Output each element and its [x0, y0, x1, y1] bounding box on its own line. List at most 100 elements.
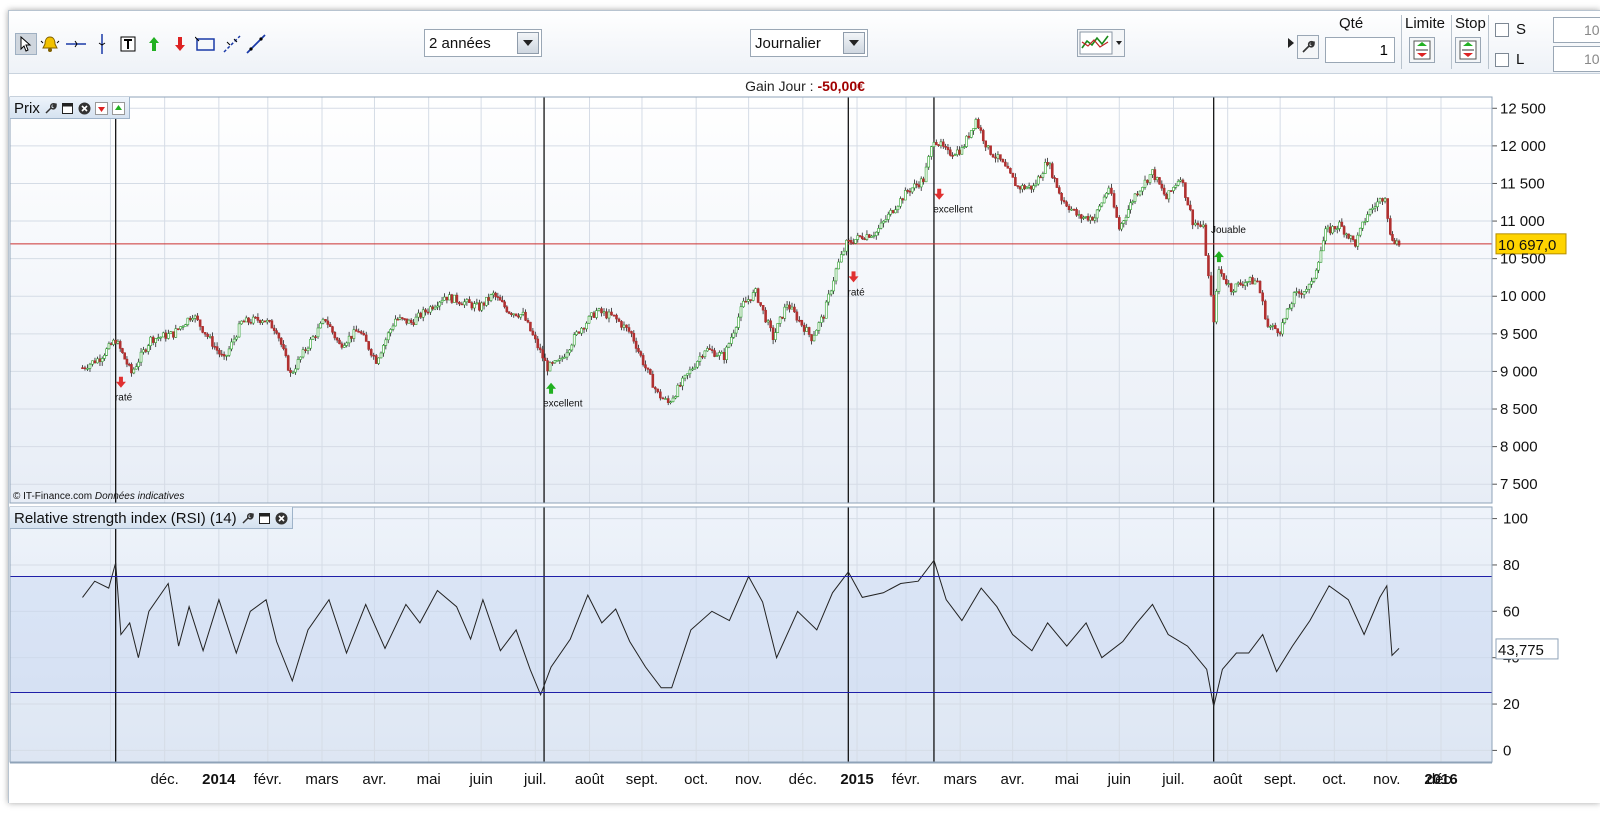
- candle-body: [908, 190, 912, 193]
- pointer-tool-icon[interactable]: [15, 33, 37, 55]
- chart-type-button[interactable]: [1077, 29, 1125, 57]
- l-checkbox[interactable]: [1495, 53, 1509, 67]
- text-tool-icon[interactable]: [117, 33, 139, 55]
- candle-body: [1129, 202, 1132, 210]
- x-tick-label: juin: [1107, 771, 1131, 788]
- candle-body: [1215, 291, 1218, 323]
- rectangle-tool-icon[interactable]: [195, 33, 217, 55]
- chart-canvas[interactable]: 10 697,0 raté excellent raté excellent Jouab…: [9, 11, 1600, 804]
- candle-body: [979, 127, 983, 131]
- candle-body: [1366, 214, 1369, 222]
- candle-body: [592, 312, 596, 318]
- candle-body: [630, 331, 633, 334]
- candle-body: [1084, 216, 1088, 218]
- candle-body: [1317, 261, 1320, 271]
- chevron-down-icon[interactable]: [843, 32, 865, 54]
- candle-body: [1105, 192, 1108, 198]
- close-icon[interactable]: [78, 102, 91, 115]
- s-checkbox[interactable]: [1495, 23, 1509, 37]
- candle-body: [766, 320, 770, 323]
- candle-body: [1297, 291, 1301, 294]
- candle-body: [1386, 198, 1389, 219]
- candle-body: [314, 336, 317, 338]
- move-down-icon[interactable]: [94, 102, 108, 115]
- candle-body: [681, 377, 684, 387]
- candle-body: [882, 220, 885, 224]
- candle-body: [802, 324, 806, 332]
- vertical-line-icon[interactable]: [91, 33, 113, 55]
- buy-arrow-icon[interactable]: [143, 33, 165, 55]
- candle-body: [1358, 227, 1362, 236]
- candle-body: [597, 308, 601, 311]
- move-up-icon[interactable]: [111, 102, 125, 115]
- candle-body: [795, 311, 799, 321]
- candle-body: [703, 350, 707, 358]
- l-value-input[interactable]: 10: [1553, 46, 1600, 72]
- candle-body: [169, 331, 173, 334]
- candle-body: [536, 338, 540, 349]
- candle-body: [424, 309, 427, 313]
- stop-order-icon: [1459, 40, 1477, 60]
- candle-body: [944, 146, 947, 148]
- segment-line-icon[interactable]: [245, 33, 267, 55]
- qty-input[interactable]: 1: [1325, 37, 1395, 63]
- limit-order-button[interactable]: [1409, 37, 1435, 63]
- x-tick-label: sept.: [626, 771, 659, 788]
- candle-body: [994, 156, 997, 159]
- close-icon[interactable]: [275, 512, 288, 525]
- candle-body: [718, 352, 721, 356]
- wrench-icon[interactable]: [1297, 35, 1319, 59]
- candle-body: [1169, 190, 1173, 192]
- wrench-icon[interactable]: [241, 512, 254, 525]
- candle-body: [494, 292, 497, 297]
- candle-body: [910, 187, 914, 193]
- maximize-icon[interactable]: [61, 102, 74, 115]
- candle-body: [764, 309, 767, 323]
- candle-body: [188, 317, 192, 321]
- candle-body: [1361, 221, 1364, 229]
- candle-body: [1034, 183, 1038, 186]
- candle-body: [1266, 318, 1270, 327]
- s-value-input[interactable]: 10: [1553, 17, 1600, 43]
- candle-body: [1302, 291, 1306, 295]
- maximize-icon[interactable]: [258, 512, 271, 525]
- wrench-icon[interactable]: [44, 102, 57, 115]
- candle-body: [919, 178, 923, 188]
- candle-body: [659, 391, 662, 399]
- price-panel-tab: Prix: [10, 97, 130, 119]
- candle-body: [810, 334, 813, 342]
- candle-body: [268, 320, 271, 322]
- chevron-down-icon[interactable]: [517, 32, 539, 54]
- candle-body: [1347, 233, 1350, 239]
- sell-arrow-icon[interactable]: [169, 33, 191, 55]
- candle-body: [211, 336, 214, 347]
- candle-body: [1220, 269, 1223, 274]
- candle-body: [121, 348, 124, 354]
- candle-body: [88, 363, 92, 369]
- candle-body: [275, 330, 278, 334]
- candle-body: [1115, 206, 1118, 218]
- interval-select[interactable]: Journalier: [750, 29, 868, 57]
- qty-label: Qté: [1339, 15, 1364, 32]
- candle-body: [1124, 216, 1128, 222]
- trend-line-icon[interactable]: [221, 33, 243, 55]
- chevron-right-icon[interactable]: [1287, 37, 1295, 49]
- sell-arrow-icon: [115, 376, 126, 388]
- candle-body: [213, 346, 217, 348]
- candle-body: [1141, 187, 1144, 192]
- candle-body: [683, 374, 687, 379]
- candle-body: [870, 235, 873, 238]
- horizontal-line-icon[interactable]: [65, 33, 87, 55]
- candle-body: [403, 318, 406, 320]
- alert-bell-icon[interactable]: [39, 33, 61, 55]
- period-select[interactable]: 2 années: [424, 29, 542, 57]
- candle-body: [311, 336, 315, 340]
- candle-body: [244, 317, 248, 323]
- candle-body: [1181, 179, 1185, 183]
- candle-body: [492, 292, 495, 296]
- candle-body: [553, 360, 557, 364]
- candle-body: [948, 149, 952, 156]
- price-tick-label: 8 500: [1500, 401, 1538, 418]
- candle-body: [324, 319, 327, 322]
- stop-order-button[interactable]: [1455, 37, 1481, 63]
